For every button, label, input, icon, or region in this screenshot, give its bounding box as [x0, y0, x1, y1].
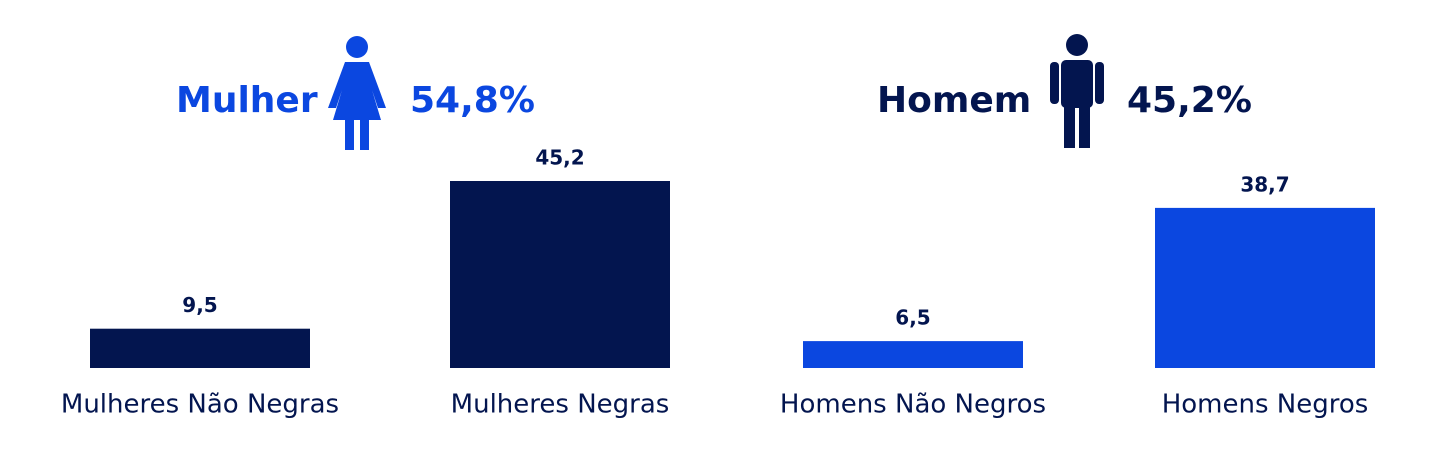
group-label: Mulher	[176, 80, 318, 121]
category-label: Homens Não Negros	[780, 390, 1046, 420]
category-label: Mulheres Não Negras	[61, 390, 339, 420]
value-label: 45,2	[535, 146, 584, 170]
category-label: Mulheres Negras	[451, 390, 670, 420]
value-label: 6,5	[895, 306, 930, 330]
bar	[803, 341, 1023, 368]
woman-icon	[328, 36, 386, 150]
group-percent: 54,8%	[410, 80, 535, 121]
bar	[90, 328, 310, 368]
bar	[1155, 207, 1375, 368]
bar	[450, 181, 670, 368]
value-label: 38,7	[1240, 172, 1289, 196]
category-label: Homens Negros	[1162, 390, 1369, 420]
group-label: Homem	[877, 80, 1031, 121]
group-percent: 45,2%	[1127, 80, 1252, 121]
value-label: 9,5	[182, 293, 217, 317]
man-icon	[1050, 34, 1104, 148]
